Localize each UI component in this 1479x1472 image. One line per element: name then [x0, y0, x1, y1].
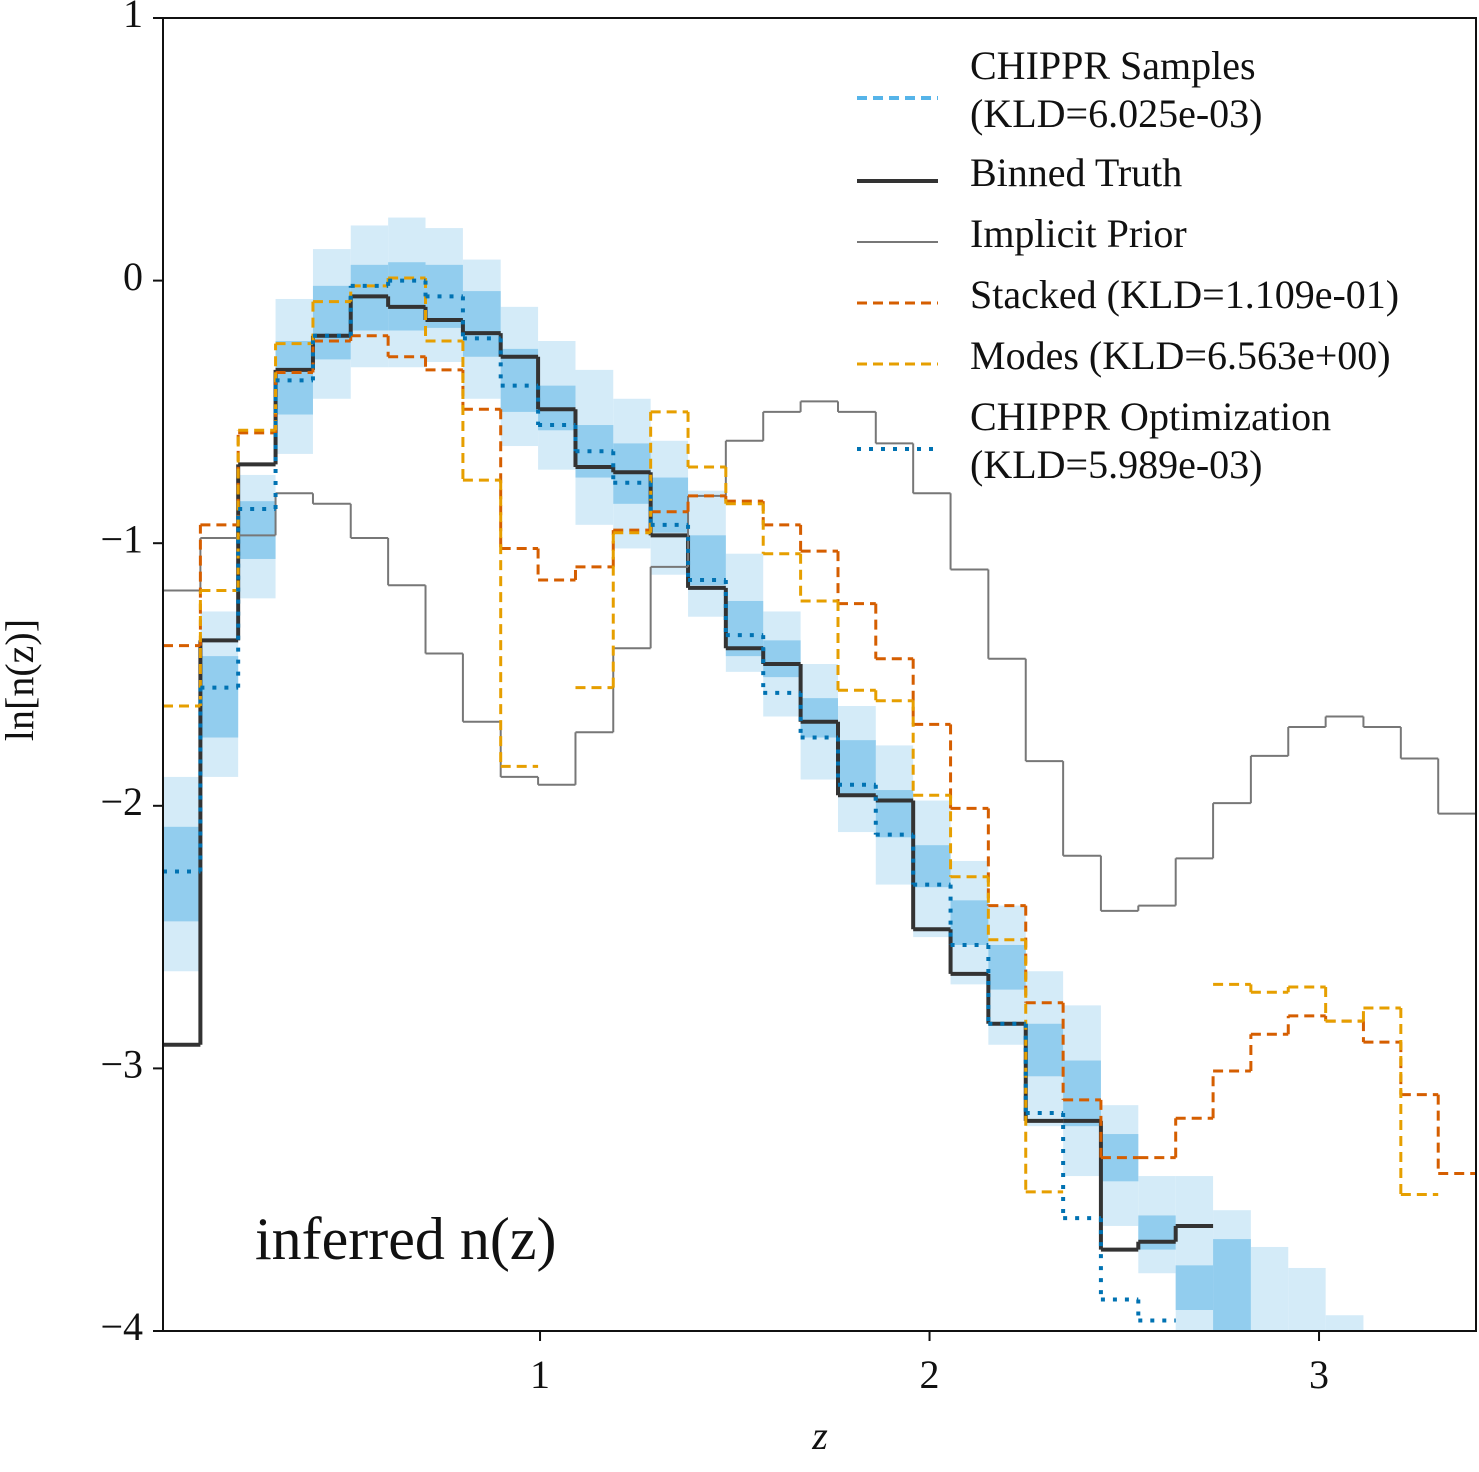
band [462, 291, 501, 357]
annotation: inferred n(z) [255, 1206, 556, 1272]
band [275, 340, 313, 415]
x-axis-label: z [811, 1413, 828, 1458]
y-tick-label: −2 [100, 779, 143, 824]
x-tick-label: 3 [1309, 1352, 1329, 1397]
band [800, 698, 839, 738]
band [1138, 1215, 1176, 1250]
band [950, 900, 989, 945]
legend-label: CHIPPR Samples (KLD=6.025e-03) [970, 43, 1262, 136]
legend-label: CHIPPR Optimization (KLD=5.989e-03) [970, 394, 1331, 487]
band [1063, 1060, 1101, 1127]
band [500, 348, 539, 412]
band [1325, 1315, 1364, 1331]
axes-frame [162, 17, 1477, 1332]
legend-label: Binned Truth [970, 150, 1182, 195]
band [913, 845, 951, 888]
legend-label: Implicit Prior [970, 211, 1187, 256]
y-tick-label: 1 [123, 0, 143, 36]
band [163, 826, 201, 922]
band [1175, 1265, 1214, 1310]
y-tick-label: −4 [100, 1304, 143, 1349]
x-tick-label: 1 [530, 1352, 550, 1397]
band [650, 477, 689, 533]
y-tick-label: 0 [123, 254, 143, 299]
y-tick-label: −1 [100, 516, 143, 561]
band [988, 944, 1026, 990]
plot-area [163, 217, 1476, 1331]
band [575, 425, 614, 478]
band [1025, 1023, 1064, 1077]
band [312, 285, 351, 360]
band [1250, 1246, 1289, 1331]
band [200, 656, 239, 738]
legend-label: Modes (KLD=6.563e+00) [970, 333, 1391, 378]
band [875, 790, 914, 838]
band [1288, 1267, 1326, 1331]
legend-label: Stacked (KLD=1.109e-01) [970, 272, 1399, 317]
band [388, 262, 426, 331]
band [1213, 1239, 1251, 1331]
y-tick-label: −3 [100, 1042, 143, 1087]
band [425, 264, 463, 328]
band [763, 640, 801, 678]
y-axis-label: ln[n(z)] [0, 619, 42, 741]
x-tick-label: 2 [920, 1352, 940, 1397]
band [838, 740, 876, 796]
band [688, 535, 726, 586]
band [238, 501, 276, 559]
legend: CHIPPR Samples (KLD=6.025e-03) Binned Trut… [857, 43, 1399, 487]
